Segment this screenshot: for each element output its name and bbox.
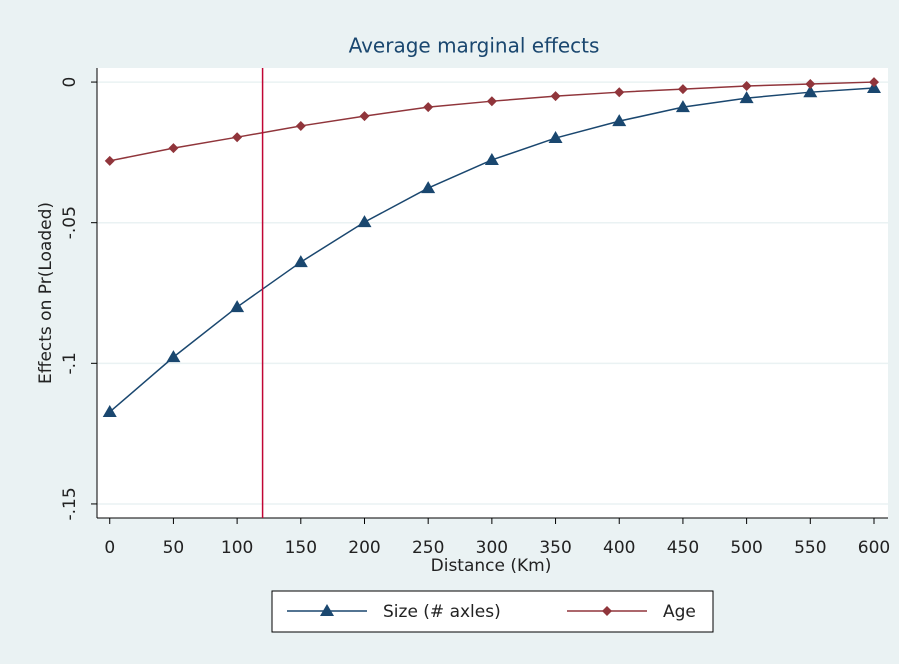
x-tick-label: 100	[221, 538, 253, 558]
x-axis-label: Distance (Km)	[431, 556, 552, 576]
marker	[230, 300, 245, 313]
marker	[423, 102, 434, 113]
x-tick-label: 550	[794, 538, 826, 558]
x-tick-label: 450	[667, 538, 699, 558]
y-tick-label: 0	[60, 77, 80, 88]
marker	[614, 87, 625, 98]
marker	[677, 84, 688, 95]
chart-title: Average marginal effects	[349, 34, 600, 58]
x-tick-label: 600	[858, 538, 890, 558]
marker	[548, 131, 563, 144]
marker	[675, 100, 690, 113]
y-tick-label: -.05	[60, 206, 80, 239]
x-tick-label: 250	[412, 538, 444, 558]
marker	[612, 114, 627, 127]
marker	[486, 96, 497, 107]
x-tick-label: 350	[539, 538, 571, 558]
x-tick-label: 150	[285, 538, 317, 558]
marker	[104, 155, 115, 166]
y-tick-label: -.1	[60, 352, 80, 374]
y-axis-label: Effects on Pr(Loaded)	[36, 202, 56, 384]
y-tick-label: -.15	[60, 487, 80, 520]
marker	[295, 120, 306, 131]
marker	[102, 404, 117, 417]
marker	[484, 152, 499, 165]
x-tick-label: 500	[730, 538, 762, 558]
marker	[166, 350, 181, 363]
x-tick-label: 0	[104, 538, 115, 558]
x-tick-label: 50	[163, 538, 185, 558]
x-tick-label: 200	[348, 538, 380, 558]
marker	[357, 215, 372, 228]
legend-label: Size (# axles)	[383, 602, 501, 622]
marker	[868, 77, 879, 88]
marker	[293, 255, 308, 268]
marker	[741, 81, 752, 91]
plot-area	[97, 68, 888, 518]
marker	[168, 143, 179, 154]
marker	[232, 132, 243, 143]
marker	[602, 606, 612, 616]
marker	[320, 604, 334, 616]
marker	[805, 79, 816, 90]
marker	[421, 181, 436, 194]
marker	[359, 111, 370, 122]
legend-label: Age	[663, 602, 696, 622]
marker	[739, 91, 754, 104]
marker	[550, 91, 561, 102]
marker	[803, 85, 818, 98]
x-tick-label: 300	[476, 538, 508, 558]
x-tick-label: 400	[603, 538, 635, 558]
